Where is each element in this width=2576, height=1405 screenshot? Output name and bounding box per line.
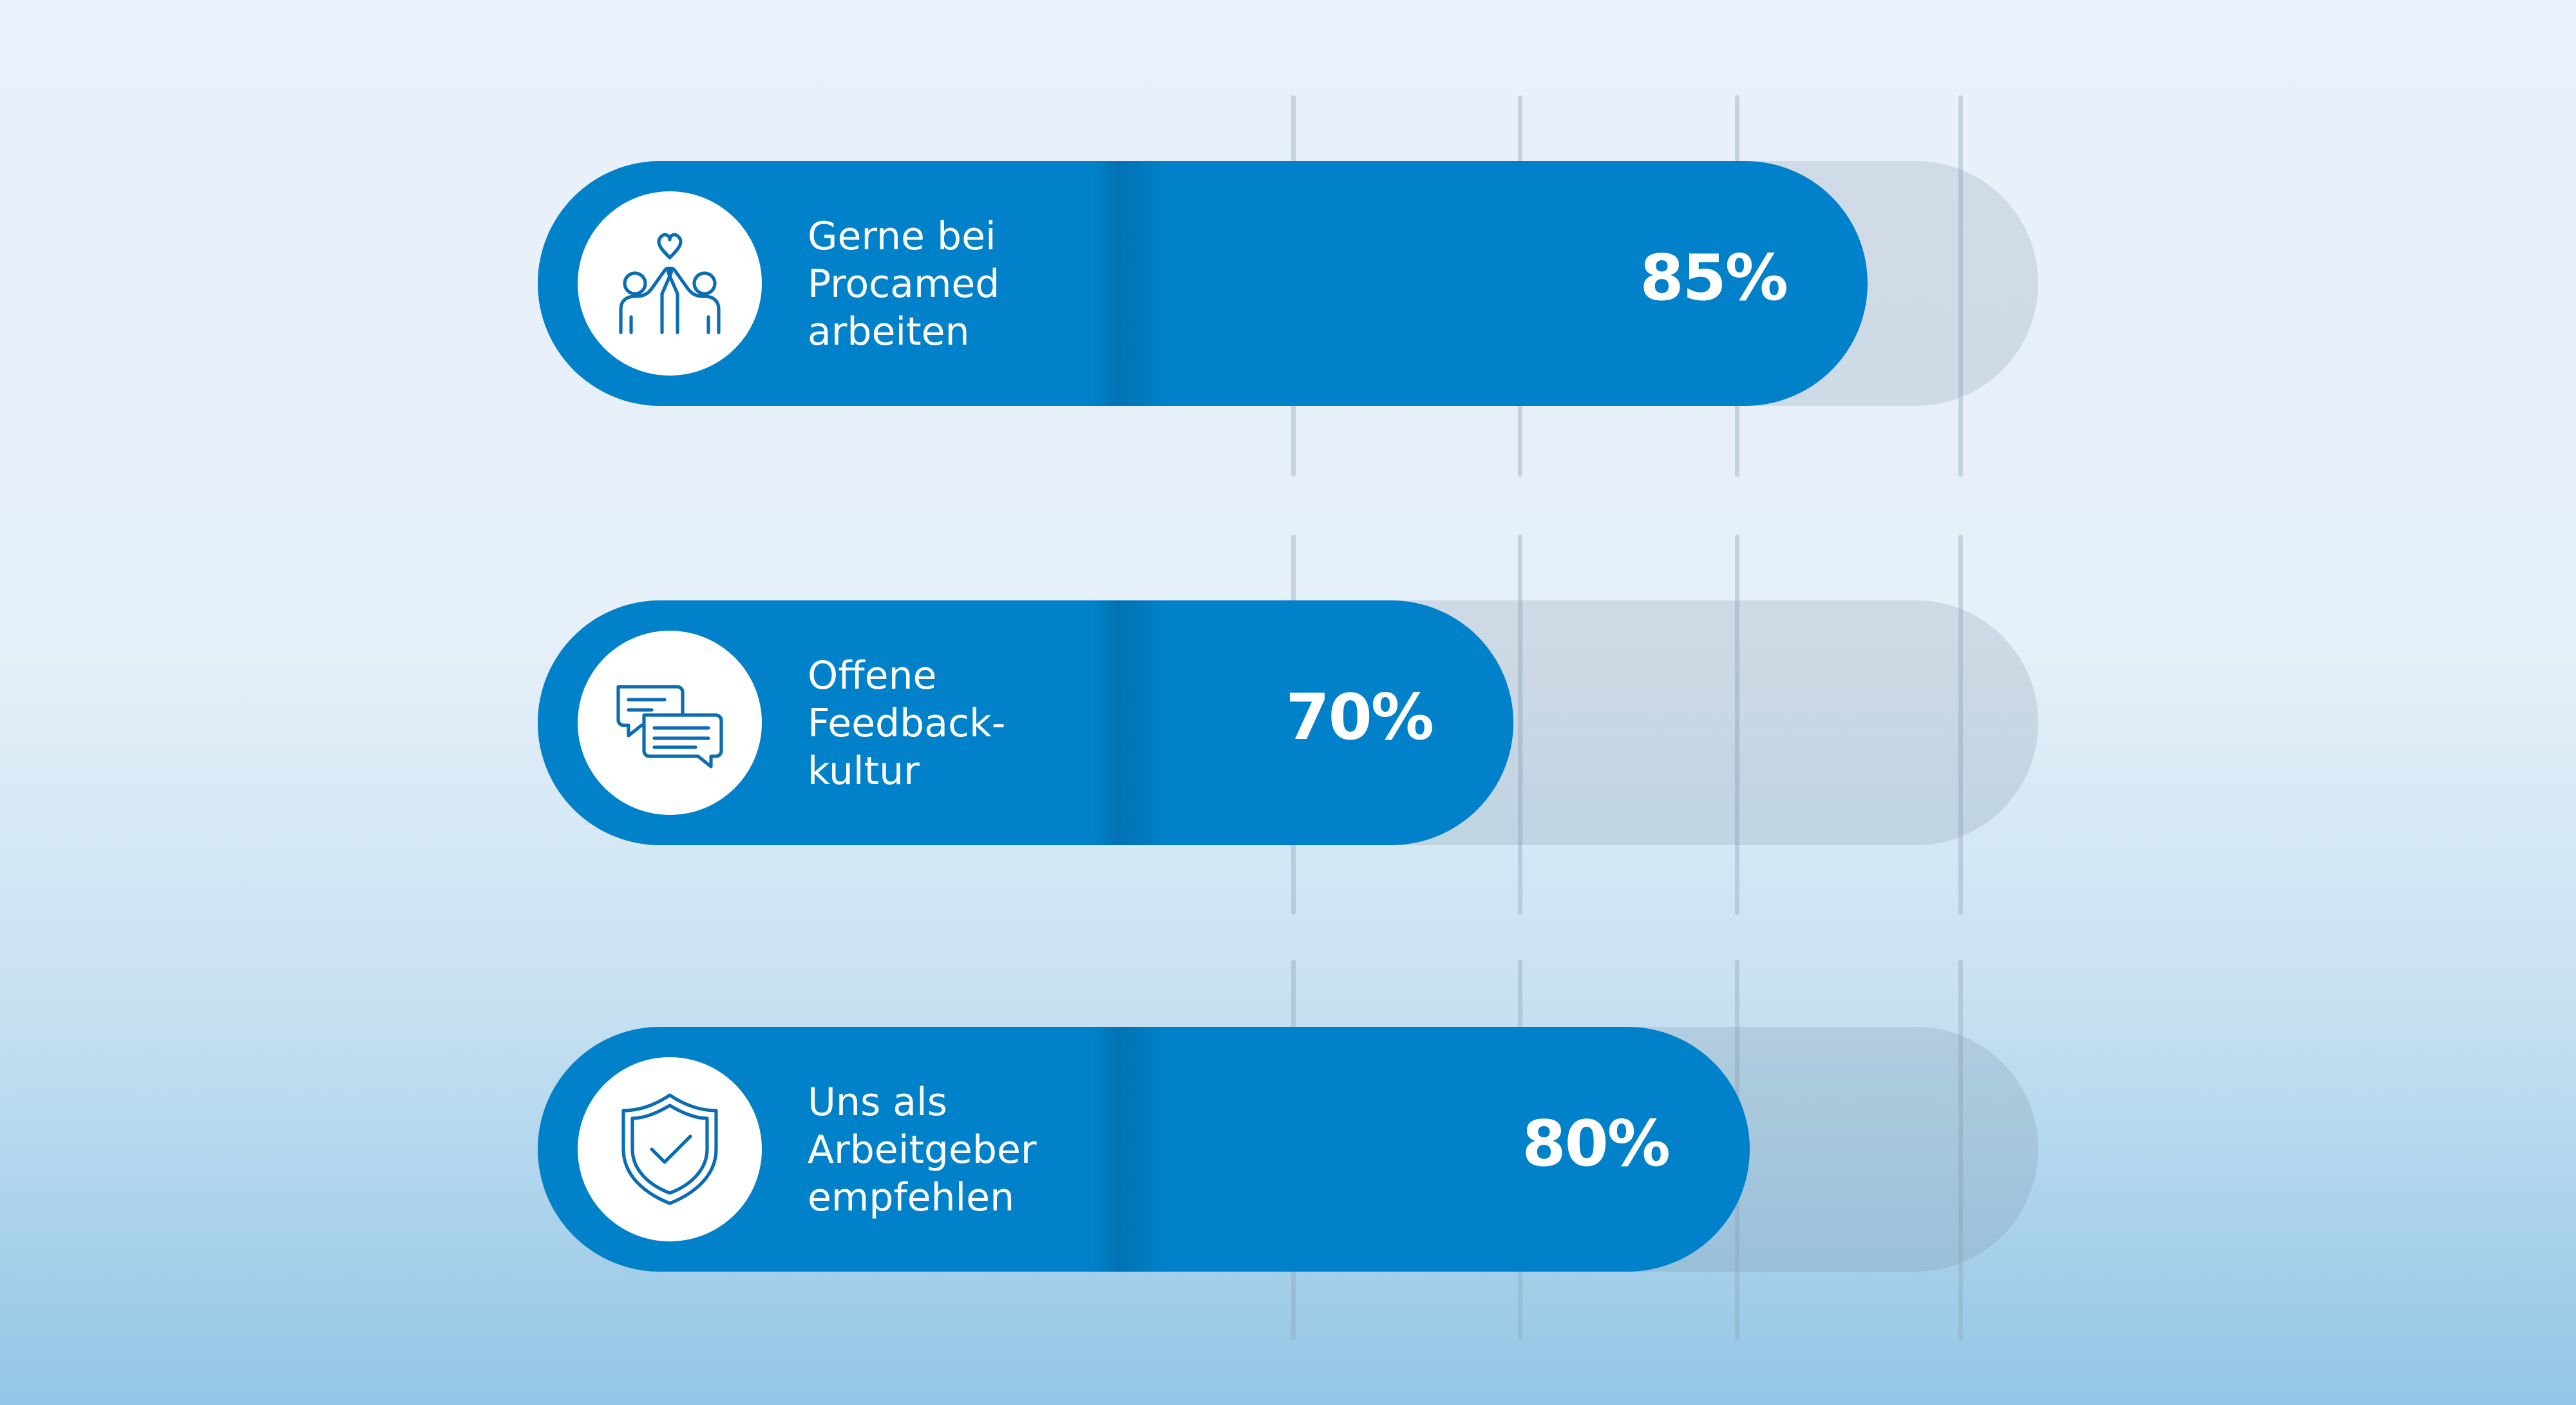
- bar-shadow: [1093, 1027, 1164, 1272]
- icon-badge: [578, 1057, 762, 1241]
- value-label: 80%: [1522, 1107, 1671, 1181]
- category-label: Uns als Arbeitgeber empfehlen: [808, 1078, 1078, 1221]
- icon-badge: [578, 191, 762, 376]
- bar-shadow: [1093, 600, 1164, 845]
- category-label-line: Arbeitgeber: [808, 1127, 1037, 1172]
- icon-badge: [578, 631, 762, 815]
- gridline: [1735, 535, 1739, 915]
- category-label-line: arbeiten: [808, 309, 970, 354]
- category-label: Gerne bei Procamed arbeiten: [808, 213, 1078, 356]
- category-label-line: empfehlen: [808, 1175, 1015, 1220]
- shield-check-icon: [605, 1085, 734, 1214]
- bar-shadow: [1093, 161, 1164, 406]
- category-label-line: Feedback-: [808, 701, 1006, 746]
- value-label: 85%: [1640, 242, 1788, 315]
- gridline: [1958, 95, 1963, 477]
- gridline: [1958, 535, 1963, 915]
- high-five-heart-icon: [605, 219, 734, 348]
- gridline: [1958, 960, 1963, 1340]
- value-label: 70%: [1285, 681, 1434, 754]
- category-label-line: Gerne bei: [808, 214, 996, 259]
- bar-fill: [538, 161, 1868, 406]
- category-label-line: Uns als: [808, 1080, 947, 1125]
- gridline: [1518, 535, 1522, 915]
- category-label: Offene Feedback-kultur: [808, 652, 1078, 795]
- category-label-line: kultur: [808, 749, 920, 794]
- category-label-line: Procamed: [808, 262, 1000, 307]
- category-label-line: Offene: [808, 653, 937, 698]
- chat-bubbles-icon: [605, 658, 734, 787]
